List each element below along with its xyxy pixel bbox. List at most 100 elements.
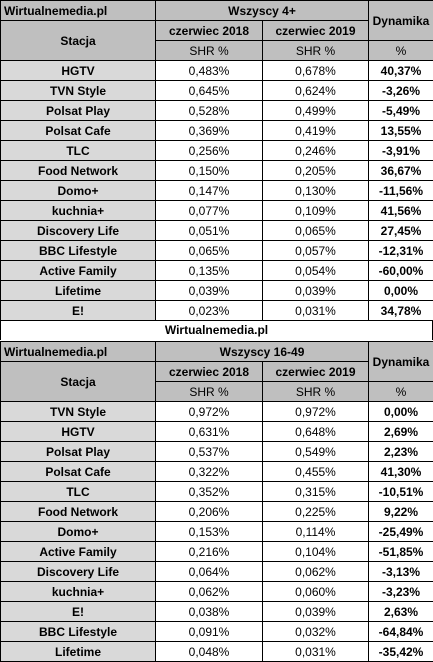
station-name: Food Network <box>1 161 156 181</box>
table-header: Wirtualnemedia.pl Wszyscy 16-49 Dynamika… <box>1 342 433 402</box>
station-name: HGTV <box>1 61 156 81</box>
station-name: Lifetime <box>1 642 156 662</box>
dynamics-value: 0,00% <box>369 402 433 422</box>
dynamics-value: -5,49% <box>369 101 433 121</box>
middle-caption: Wirtualnemedia.pl <box>0 321 433 340</box>
station-name: Polsat Play <box>1 442 156 462</box>
shr-2019: 0,065% <box>263 221 369 241</box>
ratings-table-all-4plus: Wirtualnemedia.pl Wszyscy 4+ Dynamika St… <box>0 0 433 321</box>
group-label: Wszyscy 4+ <box>156 1 369 21</box>
station-name: Polsat Cafe <box>1 121 156 141</box>
shr-2019: 0,648% <box>263 422 369 442</box>
dynamics-value: 2,69% <box>369 422 433 442</box>
station-name: E! <box>1 301 156 321</box>
shr-2018: 0,631% <box>156 422 263 442</box>
shr-2018: 0,150% <box>156 161 263 181</box>
dynamics-value: 13,55% <box>369 121 433 141</box>
dynamics-value: -51,85% <box>369 542 433 562</box>
dynamics-value: -60,00% <box>369 261 433 281</box>
station-name: Polsat Play <box>1 101 156 121</box>
shr-2018: 0,023% <box>156 301 263 321</box>
shr-2018: 0,091% <box>156 622 263 642</box>
metric2-header: SHR % <box>263 41 369 61</box>
shr-2019: 0,205% <box>263 161 369 181</box>
shr-2019: 0,057% <box>263 241 369 261</box>
station-name: BBC Lifestyle <box>1 622 156 642</box>
station-name: kuchnia+ <box>1 582 156 602</box>
shr-2018: 0,062% <box>156 582 263 602</box>
shr-2019: 0,104% <box>263 542 369 562</box>
table-row: Domo+0,147%0,130%-11,56% <box>1 181 433 201</box>
shr-2019: 0,039% <box>263 602 369 622</box>
shr-2018: 0,528% <box>156 101 263 121</box>
dynamics-header: Dynamika <box>369 1 433 41</box>
table-header: Wirtualnemedia.pl Wszyscy 4+ Dynamika St… <box>1 1 433 61</box>
station-name: Food Network <box>1 502 156 522</box>
shr-2019: 0,031% <box>263 301 369 321</box>
shr-2019: 0,499% <box>263 101 369 121</box>
shr-2018: 0,483% <box>156 61 263 81</box>
shr-2018: 0,216% <box>156 542 263 562</box>
period2-header: czerwiec 2019 <box>263 362 369 382</box>
dynamics-value: -11,56% <box>369 181 433 201</box>
shr-2018: 0,135% <box>156 261 263 281</box>
dynamics-value: -12,31% <box>369 241 433 261</box>
shr-2019: 0,419% <box>263 121 369 141</box>
shr-2019: 0,062% <box>263 562 369 582</box>
station-name: Polsat Cafe <box>1 462 156 482</box>
station-name: TVN Style <box>1 402 156 422</box>
shr-2019: 0,972% <box>263 402 369 422</box>
group-label: Wszyscy 16-49 <box>156 342 369 362</box>
shr-2019: 0,114% <box>263 522 369 542</box>
table-row: kuchnia+0,077%0,109%41,56% <box>1 201 433 221</box>
dynamics-value: -3,91% <box>369 141 433 161</box>
table-row: E!0,038%0,039%2,63% <box>1 602 433 622</box>
shr-2018: 0,147% <box>156 181 263 201</box>
shr-2018: 0,064% <box>156 562 263 582</box>
dynamics-value: 36,67% <box>369 161 433 181</box>
shr-2018: 0,352% <box>156 482 263 502</box>
shr-2019: 0,315% <box>263 482 369 502</box>
source-label: Wirtualnemedia.pl <box>1 1 156 21</box>
station-name: E! <box>1 602 156 622</box>
shr-2018: 0,048% <box>156 642 263 662</box>
station-name: TLC <box>1 482 156 502</box>
dynamics-value: 27,45% <box>369 221 433 241</box>
dynamics-value: -35,42% <box>369 642 433 662</box>
shr-2019: 0,039% <box>263 281 369 301</box>
dynamics-value: 2,63% <box>369 602 433 622</box>
shr-2019: 0,246% <box>263 141 369 161</box>
dynamics-value: 2,23% <box>369 442 433 462</box>
dynamics-value: 34,78% <box>369 301 433 321</box>
shr-2018: 0,153% <box>156 522 263 542</box>
dynamics-value: 40,37% <box>369 61 433 81</box>
metric2-header: SHR % <box>263 382 369 402</box>
shr-2018: 0,206% <box>156 502 263 522</box>
dynamics-value: -3,26% <box>369 81 433 101</box>
shr-2018: 0,256% <box>156 141 263 161</box>
shr-2019: 0,678% <box>263 61 369 81</box>
ratings-table-16-49: Wirtualnemedia.pl Wszyscy 16-49 Dynamika… <box>0 341 433 662</box>
shr-2019: 0,455% <box>263 462 369 482</box>
dynamics-value: -3,13% <box>369 562 433 582</box>
dynamics-value: -3,23% <box>369 582 433 602</box>
metric1-header: SHR % <box>156 382 263 402</box>
station-name: TLC <box>1 141 156 161</box>
station-name: Active Family <box>1 542 156 562</box>
percent-header: % <box>369 382 433 402</box>
